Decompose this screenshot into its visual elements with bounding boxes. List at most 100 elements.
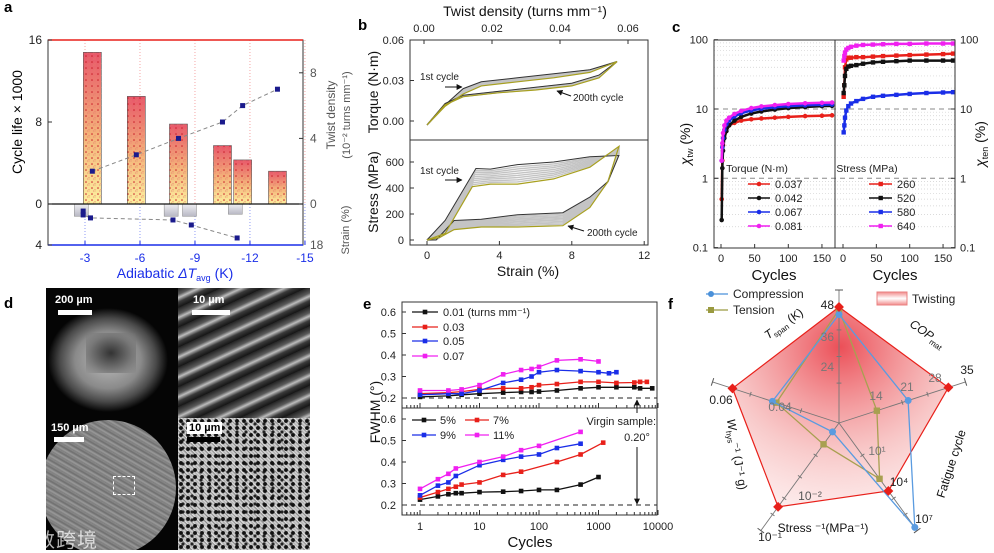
stress-data-point [940,58,946,63]
stress-data-point [841,58,846,63]
radar-axis-end-tick [757,527,765,534]
radar-axis-label: Whys⁻¹ (J⁻¹ g) [722,418,750,491]
strain-bar [228,203,243,215]
strain-point [234,235,240,241]
twist-data-point [459,391,464,396]
strain-point [87,215,93,221]
strain-point [80,212,86,218]
scale-bar-label: 10 µm [187,422,223,434]
y-tick-label: 0.00 [383,116,404,128]
strain-data-point [518,488,524,494]
y-tick-label: 0.4 [381,457,396,469]
legend-label: 5% [440,415,456,427]
twist-data-point [596,359,601,364]
twist-data-point [554,367,560,373]
stress-data-point [860,54,866,60]
legend-label: 640 [897,221,915,233]
torque-data-point [738,118,744,123]
strain-data-point [446,480,451,485]
stress-data-point [950,89,956,95]
twist-data-point [500,380,506,386]
stress-data-point [841,90,846,96]
y-tick-label: 600 [386,157,404,169]
twist-data-point [637,386,643,391]
twist-density-point [219,119,225,125]
strain-data-point [578,429,583,435]
radar-axis-label: COPmat [906,317,948,353]
radar-tick-label: 48 [821,298,835,312]
stress-data-point [860,42,866,48]
stress-data-point [842,50,848,55]
radar-tick-label: 35 [960,363,974,377]
legend-label: 0.037 [775,179,803,191]
stress-data-point [907,41,912,47]
twist-data-point [529,389,534,395]
stress-data-point [907,52,912,58]
strain-data-point [477,459,482,465]
x-label-sub: avg [196,273,211,283]
strain-axis-label: Strain (%) [340,206,352,255]
twist-data-point [606,370,612,376]
legend-marker [421,432,427,438]
stress-data-point [894,58,899,64]
twisting-point [943,382,954,393]
legend-label: 0.05 [443,336,464,348]
twist-density-point [89,168,95,174]
y-tick-label: 0.3 [381,372,396,384]
strain-data-point [453,473,459,479]
stress-data-point [854,98,859,104]
tension-point [873,407,881,414]
x-tick-label: -15 [296,251,314,265]
radar-tick [770,512,775,517]
stress-data-point [880,42,886,47]
strain-data-point [536,452,542,457]
stress-data-point [880,53,886,59]
stress-data-point [854,43,859,48]
legend-marker [756,209,762,215]
stress-data-point [842,123,847,128]
scale-bar [58,310,92,315]
strain-data-point [518,454,524,459]
x-axis-label: Adiabatic ΔTavg (K) [117,265,234,283]
region-of-interest-box [113,476,135,495]
y-tick-label: 0.1 [693,243,708,255]
torque-data-point [819,100,825,106]
y-right-tick-label: 0.1 [960,243,975,255]
compression-point [904,397,912,405]
torque-data-point [738,114,744,120]
torque-data-point [829,113,835,118]
stress-data-point [846,64,851,69]
panel-label-f: f [668,296,674,313]
legend-marker [422,353,428,359]
stress-data-point [842,73,848,79]
strain-data-point [453,484,459,490]
strain-data-point [500,454,506,459]
strain-line [82,211,238,239]
stress-data-point [950,41,956,46]
bar-texture [169,124,188,204]
legend-label: 0.042 [775,193,803,205]
twist-data-point [578,379,583,385]
200th-cycle-loop [426,144,621,241]
strain-data-point [554,445,560,451]
x-top-tick-label: 0.06 [617,23,638,35]
x-tick-label: 150 [934,253,952,265]
stress-data-point [924,41,929,46]
twist-data-point [500,386,506,391]
twist-data-point [632,380,637,385]
compression-polygon [771,313,916,530]
strain-data-point [500,472,506,478]
stress-data-point [880,93,886,99]
torque-data-point [719,158,724,163]
strain-data-point [435,483,441,488]
sem-image-fracture-overview [46,288,178,418]
torque-data-point [786,101,791,107]
radar-axis-end-tick [710,377,715,386]
radar-axis-label-main: W [724,418,740,433]
radar-tick-label: 21 [900,380,914,394]
legend-label-tension: Tension [733,303,774,317]
torque-data-point [802,113,808,119]
strain-data-point [477,489,482,495]
twisting-area [731,306,950,508]
x-top-tick-label: 0.00 [413,23,434,35]
